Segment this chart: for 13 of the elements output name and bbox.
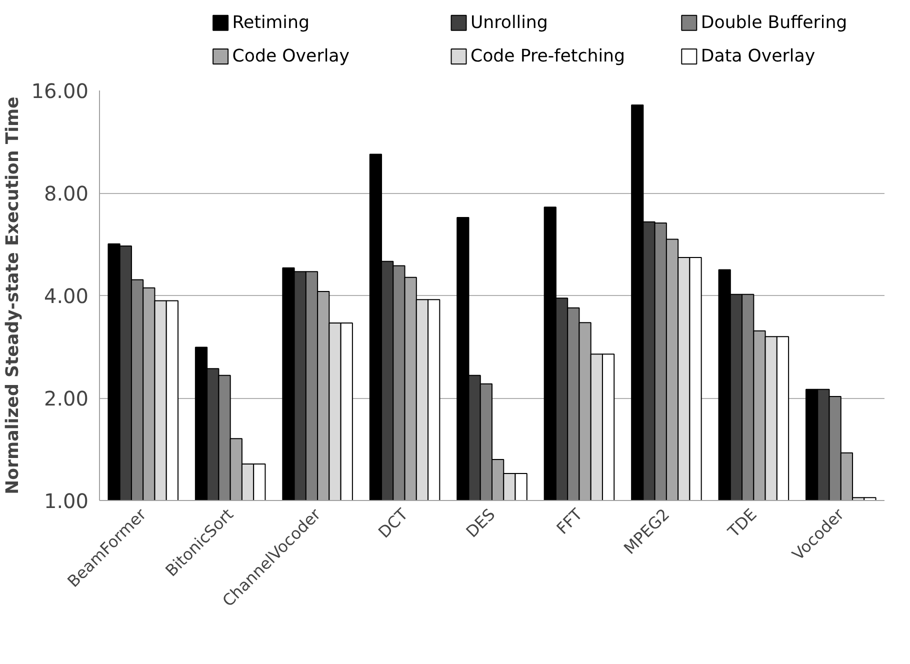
legend-label: Data Overlay <box>700 46 816 66</box>
y-tick-label: 1.00 <box>44 489 88 513</box>
y-tick-label: 16.00 <box>31 79 89 103</box>
legend-label: Retiming <box>232 12 310 33</box>
legend-label: Double Buffering <box>700 12 848 33</box>
legend-label: Code Overlay <box>232 46 350 66</box>
legend-label: Unrolling <box>470 12 548 33</box>
x-tick-label: FFT <box>552 504 586 538</box>
y-tick-label: 4.00 <box>44 284 88 308</box>
y-tick-label: 8.00 <box>44 182 88 206</box>
y-tick-label: 2.00 <box>44 386 88 410</box>
y-axis-title: Normalized Steady-state Execution Time <box>3 96 24 494</box>
legend-label: Code Pre-fetching <box>470 46 626 66</box>
